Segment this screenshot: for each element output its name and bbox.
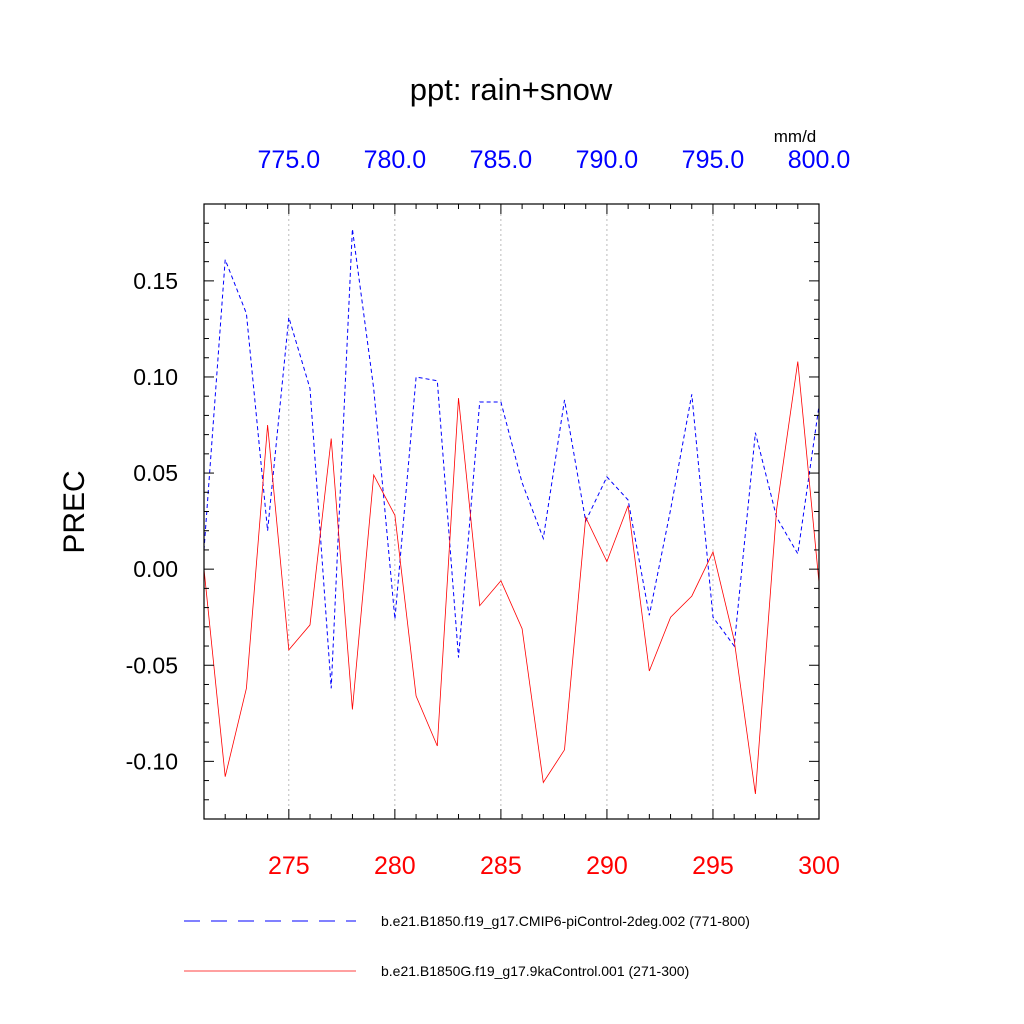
bottom-tick-label: 290 xyxy=(586,852,628,880)
series-layer xyxy=(203,228,820,795)
top-tick-label: 785.0 xyxy=(470,146,533,174)
series-line-1 xyxy=(203,228,820,689)
series-line-2 xyxy=(203,361,820,795)
y-tick-label: 0.10 xyxy=(133,364,178,390)
top-tick-label: 775.0 xyxy=(258,146,321,174)
y-tick-label: -0.10 xyxy=(126,748,178,774)
y-tick-label: 0.05 xyxy=(133,460,178,486)
top-tick-label: 795.0 xyxy=(682,146,745,174)
y-axis-label: PREC xyxy=(58,470,91,553)
bottom-tick-label: 280 xyxy=(374,852,416,880)
y-tick-label: 0.15 xyxy=(133,268,178,294)
top-tick-label: 800.0 xyxy=(788,146,851,174)
axis-ticks xyxy=(203,203,820,820)
top-axis-units: mm/d xyxy=(774,127,817,146)
top-tick-label: 780.0 xyxy=(364,146,427,174)
bottom-tick-label: 285 xyxy=(480,852,522,880)
axis-labels: 0.15 0.10 0.05 0.00 -0.05 -0.10 275 280 285 290 29… xyxy=(126,146,851,880)
plot-frame xyxy=(203,203,820,820)
bottom-tick-label: 300 xyxy=(798,852,840,880)
y-tick-label: 0.00 xyxy=(133,556,178,582)
y-tick-label: -0.05 xyxy=(126,652,178,678)
grid-lines xyxy=(288,204,714,819)
chart-title: ppt: rain+snow xyxy=(410,72,613,107)
top-tick-label: 790.0 xyxy=(576,146,639,174)
bottom-tick-label: 295 xyxy=(692,852,734,880)
legend-label-series-1: b.e21.B1850.f19_g17.CMIP6-piControl-2deg… xyxy=(381,913,750,929)
legend: b.e21.B1850.f19_g17.CMIP6-piControl-2deg… xyxy=(184,913,750,979)
bottom-tick-label: 275 xyxy=(268,852,310,880)
legend-label-series-2: b.e21.B1850G.f19_g17.9kaControl.001 (271… xyxy=(381,963,689,979)
